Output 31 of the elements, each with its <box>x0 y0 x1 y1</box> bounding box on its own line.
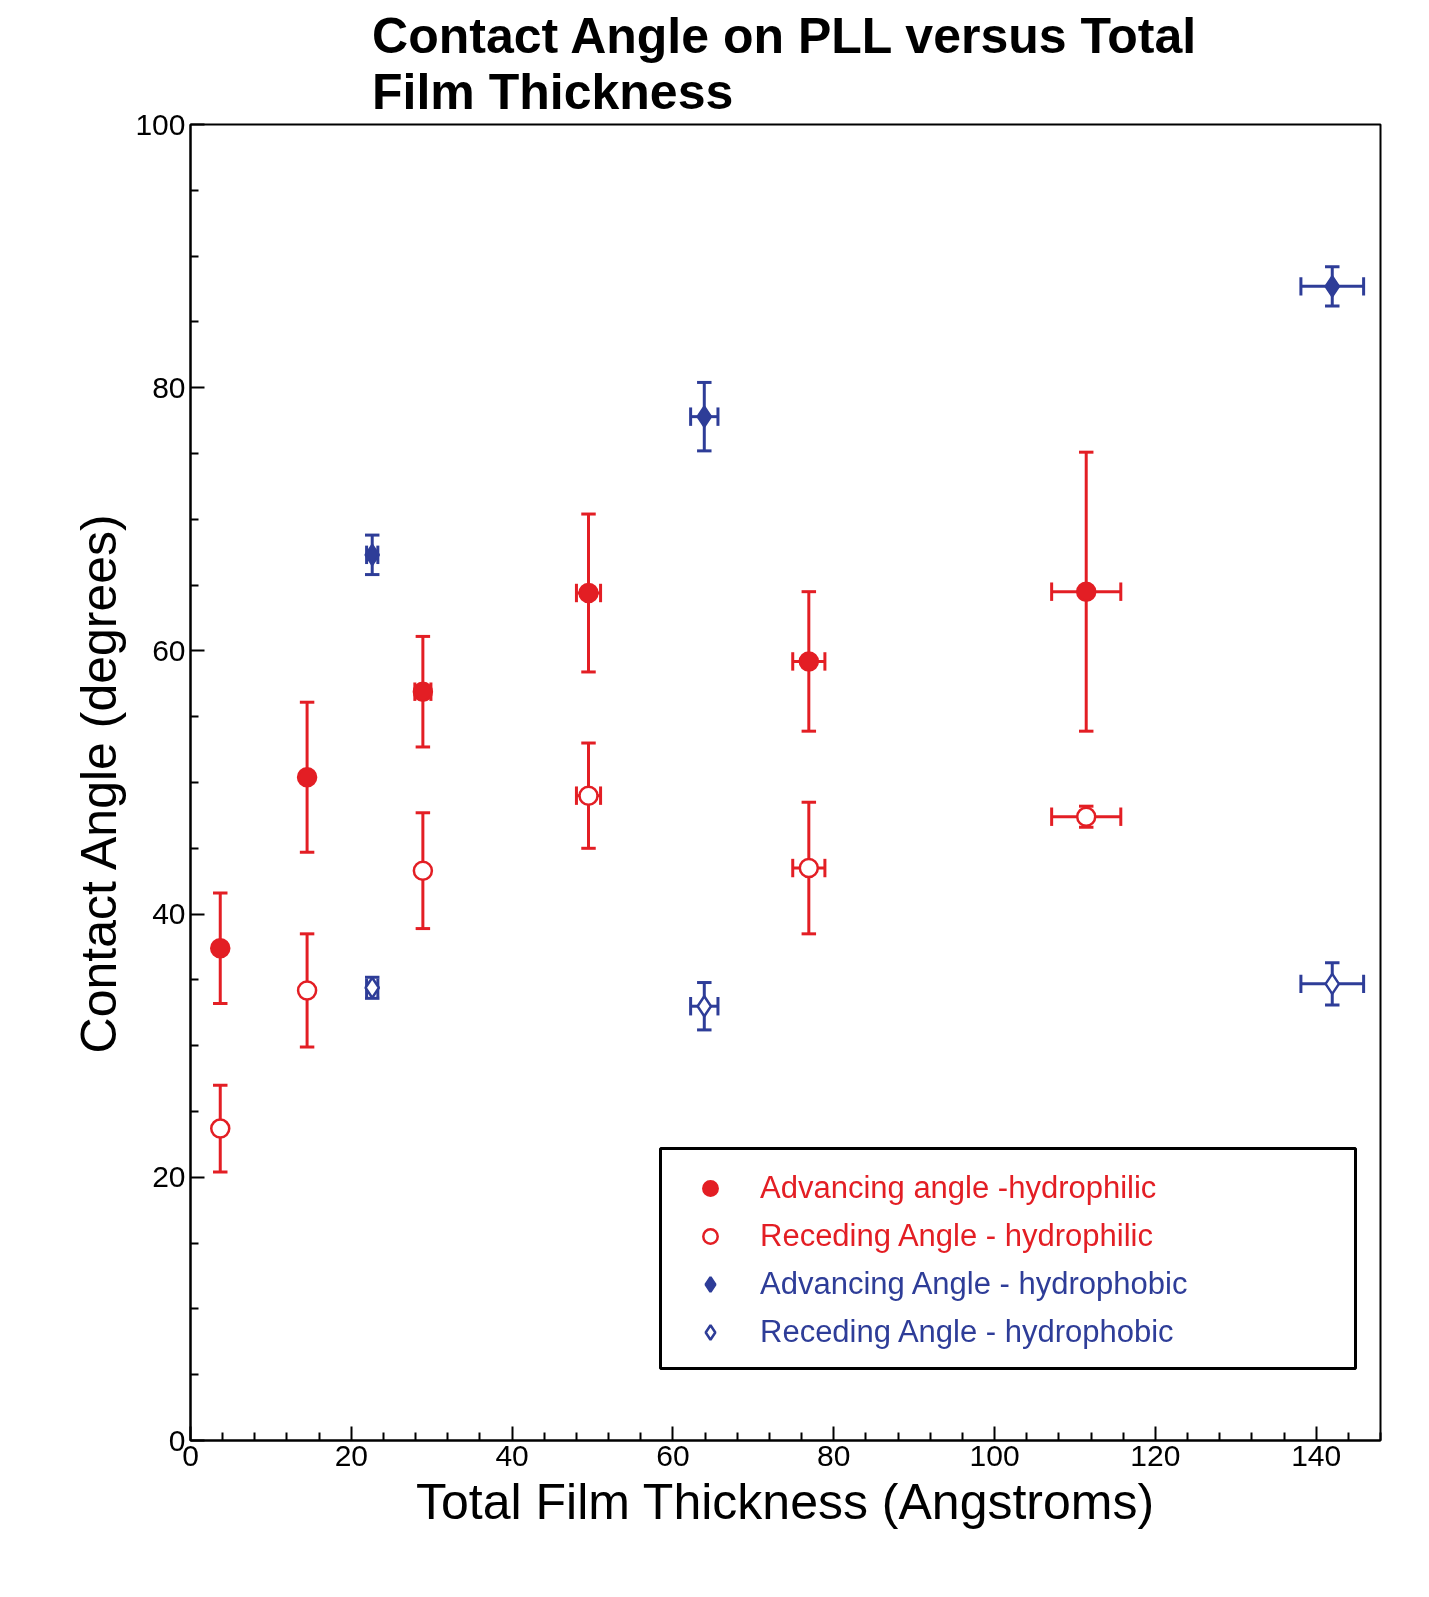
point <box>412 860 434 881</box>
x-axis-title: Total Film Thickness (Angstroms) <box>415 1473 1155 1530</box>
y-tick-label: 20 <box>152 1160 186 1194</box>
x-tick-label: 100 <box>969 1438 1020 1472</box>
point <box>798 651 820 672</box>
y-tick-label: 40 <box>152 897 186 931</box>
x-tick-label: 20 <box>334 1438 368 1472</box>
y-tick-label: 60 <box>152 633 186 667</box>
point <box>1075 581 1097 602</box>
legend-label: Receding Angle - hydrophilic <box>760 1218 1153 1254</box>
point <box>296 980 318 1001</box>
point <box>696 994 713 1018</box>
x-tick-label: 60 <box>656 1438 690 1472</box>
point <box>210 1118 231 1139</box>
point <box>798 857 820 879</box>
y-tick-label: 80 <box>152 370 186 404</box>
point <box>1324 275 1341 298</box>
point <box>210 938 231 959</box>
point <box>1324 972 1341 996</box>
point <box>296 767 318 788</box>
x-tick-label: 40 <box>495 1438 529 1472</box>
legend-label: Receding Angle - hydrophobic <box>760 1314 1174 1350</box>
x-tick-label: 120 <box>1130 1438 1181 1472</box>
chart-title: Contact Angle on PLL versus Total Film Thickness <box>372 7 1197 120</box>
x-tick-label: 80 <box>817 1438 851 1472</box>
x-tick-label: 140 <box>1291 1438 1342 1472</box>
legend-label: Advancing angle -hydrophilic <box>760 1170 1157 1206</box>
point <box>696 405 713 428</box>
legend-label: Advancing Angle - hydrophobic <box>760 1266 1188 1302</box>
y-axis-title: Contact Angle (degrees) <box>71 514 128 1054</box>
y-tick-label: 100 <box>135 107 186 141</box>
